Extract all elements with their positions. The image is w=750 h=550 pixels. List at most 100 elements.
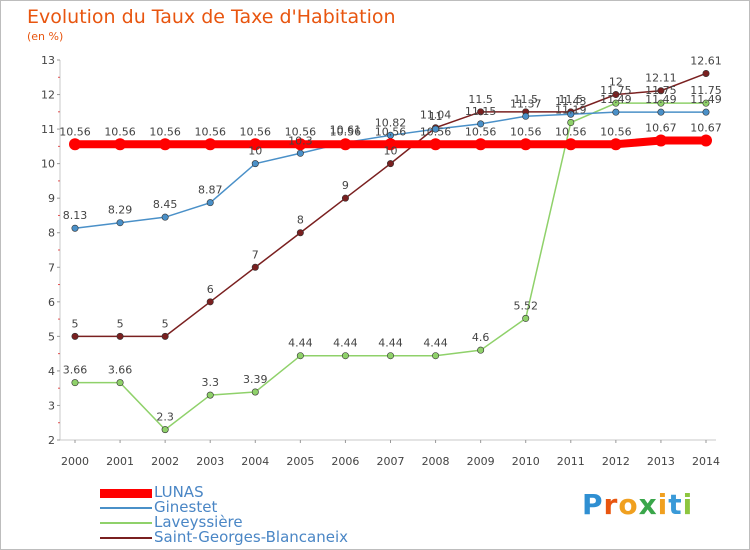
data-label: 11.75 [645, 84, 677, 97]
y-tick-label: 13 [41, 54, 55, 67]
data-label: 11.15 [465, 105, 497, 118]
data-point [609, 138, 622, 151]
y-tick-label: 10 [41, 158, 55, 171]
data-label: 10.56 [104, 125, 136, 138]
data-label: 9 [342, 179, 349, 192]
data-point [69, 138, 81, 151]
data-point [429, 138, 442, 151]
x-tick-label: 2007 [377, 455, 405, 468]
data-point [116, 219, 124, 227]
data-point [702, 108, 710, 116]
data-point [702, 99, 710, 107]
y-tick-label: 9 [48, 192, 55, 205]
unit-label: (en %) [27, 30, 64, 43]
data-point [612, 108, 620, 116]
data-point [206, 298, 214, 306]
data-label: 8.45 [153, 198, 178, 211]
data-label: 10 [248, 145, 262, 158]
data-label: 10.56 [330, 125, 362, 138]
data-label: 11.49 [600, 93, 632, 106]
data-point [114, 138, 127, 151]
data-point [474, 138, 487, 151]
legend: LUNAS Ginestet Laveyssière Saint-Georges… [100, 483, 420, 546]
legend-swatch-lunas [100, 489, 152, 498]
data-label: 8.29 [108, 204, 133, 217]
data-label: 8 [297, 214, 304, 227]
data-label: 5.52 [513, 299, 538, 312]
data-label: 7 [252, 248, 259, 261]
logo-letter: P [582, 488, 604, 521]
data-label: 11.75 [600, 84, 632, 97]
x-tick-label: 2008 [422, 455, 450, 468]
logo-letter: r [603, 488, 619, 521]
data-point [71, 332, 79, 340]
data-label: 10.56 [420, 125, 452, 138]
x-tick-label: 2009 [467, 455, 495, 468]
data-point [249, 138, 262, 151]
legend-item-saint-georges-blancaneix: Saint-Georges-Blancaneix [100, 528, 420, 546]
data-point [161, 213, 169, 221]
data-label: 11.49 [645, 93, 677, 106]
proxiti-logo: Proxiti [582, 488, 693, 521]
data-point [251, 263, 259, 271]
x-tick-label: 2012 [602, 455, 630, 468]
chart-title: Evolution du Taux de Taxe d'Habitation [27, 6, 396, 28]
data-label: 12.61 [690, 54, 722, 67]
data-label: 6 [207, 283, 214, 296]
data-point [384, 138, 397, 151]
data-label: 10.56 [600, 125, 632, 138]
data-point [386, 160, 394, 168]
data-label: 3.39 [243, 373, 268, 386]
x-tick-label: 2014 [692, 455, 720, 468]
y-tick-label: 8 [48, 227, 55, 240]
data-point [612, 91, 620, 99]
data-point [657, 87, 665, 95]
data-point [294, 138, 307, 151]
data-label: 10.67 [645, 121, 677, 134]
data-point [386, 352, 394, 360]
data-label: 4.44 [333, 337, 358, 350]
y-tick-label: 6 [48, 296, 55, 309]
x-tick-label: 2011 [557, 455, 585, 468]
data-point [477, 120, 485, 128]
data-label: 10.56 [510, 125, 542, 138]
y-tick-label: 7 [48, 261, 55, 274]
data-point [161, 332, 169, 340]
data-label: 12 [609, 76, 623, 89]
logo-letter: o [618, 488, 639, 521]
data-label: 10.56 [555, 125, 587, 138]
data-point [522, 314, 530, 322]
data-label: 11 [429, 110, 443, 123]
logo-letter: i [657, 488, 669, 521]
data-point [654, 134, 667, 147]
data-point [296, 352, 304, 360]
y-tick-label: 2 [48, 434, 55, 447]
data-label: 10.56 [59, 125, 91, 138]
data-label: 11.5 [513, 93, 538, 106]
x-tick-label: 2003 [196, 455, 224, 468]
data-label: 11.5 [559, 93, 584, 106]
data-point [251, 160, 259, 168]
data-label: 11.75 [690, 84, 722, 97]
data-label: 10.67 [690, 121, 722, 134]
y-tick-label: 12 [41, 89, 55, 102]
data-point [296, 149, 304, 157]
data-point [522, 112, 530, 120]
data-label: 2.3 [156, 411, 174, 424]
data-point [432, 125, 440, 133]
data-label: 5 [117, 317, 124, 330]
data-label: 11.5 [468, 93, 493, 106]
data-point [432, 352, 440, 360]
data-label: 11.04 [420, 109, 452, 122]
legend-label-laveyssiere: Laveyssière [154, 513, 243, 531]
data-label: 5 [162, 317, 169, 330]
data-point [296, 229, 304, 237]
data-point [159, 138, 172, 151]
data-point [702, 69, 710, 77]
data-point [339, 138, 352, 151]
logo-letter: i [682, 488, 694, 521]
data-label: 11.49 [690, 93, 722, 106]
data-label: 4.44 [378, 337, 403, 350]
data-point [700, 134, 712, 147]
